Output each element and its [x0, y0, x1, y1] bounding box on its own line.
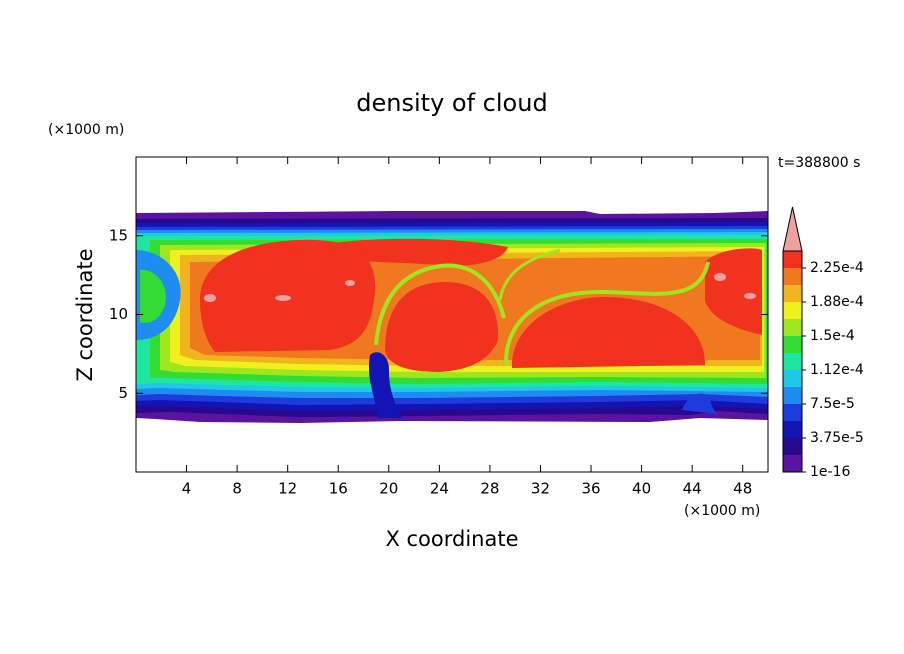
contour-region — [744, 293, 756, 299]
colorbar-box — [783, 319, 802, 336]
colorbar-box — [783, 353, 802, 370]
x-axis-label: X coordinate — [385, 527, 518, 551]
contour-region — [345, 280, 355, 286]
x-tick-label: 24 — [430, 480, 449, 498]
colorbar-box — [783, 336, 802, 353]
x-unit: (×1000 m) — [684, 503, 760, 519]
colorbar-label: 1e-16 — [810, 464, 850, 480]
contour-region — [368, 352, 402, 418]
colorbar-label: 1.88e-4 — [810, 294, 864, 310]
y-axis-label: Z coordinate — [73, 248, 97, 381]
contour-region — [275, 295, 291, 301]
colorbar-label: 7.5e-5 — [810, 396, 855, 412]
x-tick-label: 16 — [329, 480, 348, 498]
contour-field — [136, 211, 768, 423]
contour-region — [374, 263, 506, 346]
colorbar-overflow — [782, 206, 803, 252]
colorbar-box — [783, 455, 802, 472]
contour-region — [498, 248, 561, 301]
colorbar-label: 2.25e-4 — [810, 260, 864, 276]
y-tick-label: 10 — [109, 305, 128, 323]
colorbar-box — [783, 302, 802, 319]
contour-region — [682, 393, 718, 414]
contour-region — [503, 261, 710, 366]
contour-region — [312, 238, 508, 266]
colorbar-box — [783, 438, 802, 455]
annotation: t=388800 s — [778, 155, 860, 171]
contour-region — [512, 297, 705, 368]
x-tick-label: 4 — [182, 480, 192, 498]
colorbar-label: 1.12e-4 — [810, 362, 864, 378]
x-tick-label: 20 — [379, 480, 398, 498]
x-tick-label: 44 — [683, 480, 702, 498]
colorbar-box — [783, 370, 802, 387]
colorbar-label: 1.5e-4 — [810, 328, 855, 344]
colorbar-box — [783, 404, 802, 421]
y-unit: (×1000 m) — [48, 122, 124, 138]
y-tick-label: 5 — [118, 384, 128, 402]
colorbar-box — [783, 421, 802, 438]
x-tick-label: 28 — [480, 480, 499, 498]
colorbar-label: 3.75e-5 — [810, 430, 864, 446]
colorbar-box — [783, 251, 802, 268]
colorbar-box — [783, 268, 802, 285]
x-tick-label: 32 — [531, 480, 550, 498]
contour-region — [204, 294, 216, 302]
contour-region — [705, 248, 762, 335]
y-tick-label: 15 — [109, 226, 128, 244]
chart-title: density of cloud — [356, 89, 547, 117]
colorbar-frame — [782, 250, 803, 473]
contour-region — [714, 273, 726, 281]
x-tick-label: 8 — [232, 480, 242, 498]
x-tick-label: 36 — [581, 480, 600, 498]
x-tick-label: 12 — [278, 480, 297, 498]
colorbar-box — [783, 285, 802, 302]
contour-region — [140, 269, 166, 323]
contour-region — [385, 282, 499, 372]
x-tick-label: 48 — [733, 480, 752, 498]
x-tick-label: 40 — [632, 480, 651, 498]
colorbar-box — [783, 387, 802, 404]
